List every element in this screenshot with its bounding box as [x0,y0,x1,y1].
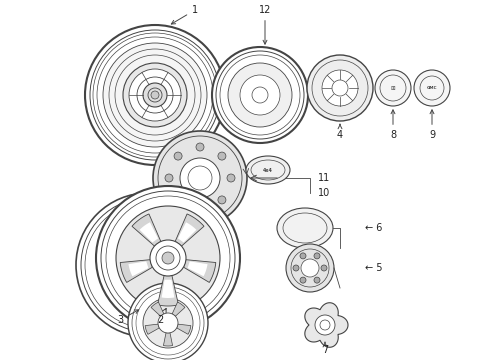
Circle shape [174,196,182,204]
Circle shape [375,70,411,106]
Polygon shape [188,261,208,276]
Polygon shape [177,324,191,334]
Polygon shape [151,302,164,316]
Circle shape [307,55,373,121]
Circle shape [228,63,292,127]
Circle shape [123,63,187,127]
Circle shape [151,91,159,99]
Ellipse shape [277,208,333,248]
Circle shape [218,196,226,204]
Polygon shape [157,275,178,306]
Polygon shape [305,303,348,347]
Circle shape [143,83,167,107]
Text: 3: 3 [117,310,139,325]
Text: ← 6: ← 6 [365,223,382,233]
Polygon shape [145,324,159,334]
Text: 8: 8 [390,110,396,140]
Text: 7: 7 [322,342,328,355]
Text: 4x4: 4x4 [263,167,273,172]
Text: 2: 2 [157,309,166,325]
Circle shape [180,158,220,198]
Circle shape [196,205,204,213]
Circle shape [162,252,174,264]
Text: 4: 4 [337,124,343,140]
Circle shape [116,206,220,310]
Text: 12: 12 [259,5,271,44]
Circle shape [321,265,327,271]
Circle shape [174,152,182,160]
Polygon shape [175,214,204,246]
Circle shape [286,244,334,292]
Circle shape [314,277,320,283]
Polygon shape [120,260,152,283]
Circle shape [153,131,247,225]
Circle shape [212,47,308,143]
Text: 11: 11 [318,173,330,183]
Circle shape [301,259,319,277]
Circle shape [196,143,204,151]
Polygon shape [132,214,161,246]
Text: ⊞: ⊞ [391,85,395,90]
Text: GMC: GMC [427,86,437,90]
Circle shape [314,253,320,259]
Text: 9: 9 [429,110,435,140]
Circle shape [300,277,306,283]
Circle shape [128,283,208,360]
Circle shape [103,43,207,147]
Circle shape [315,315,335,335]
Circle shape [218,152,226,160]
Circle shape [158,313,178,333]
Circle shape [414,70,450,106]
Text: 1: 1 [172,5,198,24]
Polygon shape [183,260,216,283]
Circle shape [85,25,225,165]
Circle shape [143,298,193,348]
Circle shape [293,265,299,271]
Circle shape [227,174,235,182]
Ellipse shape [246,156,290,184]
Polygon shape [178,222,196,243]
Circle shape [76,193,220,337]
Polygon shape [164,333,172,346]
Circle shape [96,186,240,330]
Circle shape [165,174,173,182]
Text: ← 5: ← 5 [365,263,383,273]
Circle shape [300,253,306,259]
Circle shape [240,75,280,115]
Polygon shape [128,261,148,276]
Circle shape [322,70,358,106]
Polygon shape [140,222,158,243]
Circle shape [129,69,181,121]
Polygon shape [172,302,185,316]
Circle shape [150,240,186,276]
Polygon shape [162,280,174,298]
Text: 10: 10 [318,188,330,198]
